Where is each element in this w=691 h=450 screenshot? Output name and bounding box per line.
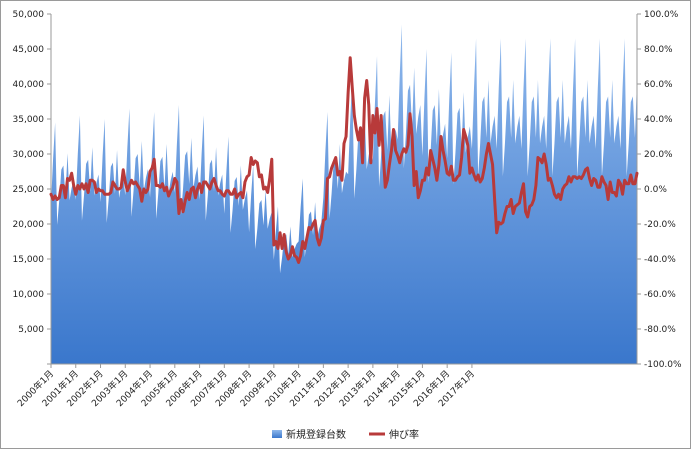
left-axis-tick-label: 45,000 xyxy=(13,45,45,55)
right-axis-tick-label: 100.0% xyxy=(644,10,679,20)
right-axis-tick-label: -80.0% xyxy=(644,325,676,335)
right-axis-tick-label: 80.0% xyxy=(644,45,673,55)
right-axis-tick-label: 20.0% xyxy=(644,150,673,160)
legend-label-growth-rate: 伸び率 xyxy=(389,428,419,441)
left-axis-tick-label: 30,000 xyxy=(13,150,45,160)
right-axis-tick-label: -20.0% xyxy=(644,220,676,230)
left-axis-tick-label: 20,000 xyxy=(13,220,45,230)
series-line-growth-rate xyxy=(49,56,639,264)
left-axis-tick-label: 25,000 xyxy=(13,185,45,195)
right-axis-tick-label: -40.0% xyxy=(644,255,676,265)
left-axis-tick-label: 10,000 xyxy=(13,290,45,300)
left-axis-tick-label: 35,000 xyxy=(13,115,45,125)
legend-label-new-registrations: 新規登録台数 xyxy=(286,428,346,441)
left-axis-tick-label: 40,000 xyxy=(13,80,45,90)
right-axis-tick-label: -60.0% xyxy=(644,290,676,300)
series-area-new-registrations xyxy=(51,24,637,364)
left-axis-tick-label: 15,000 xyxy=(13,255,45,265)
right-axis-tick-label: 60.0% xyxy=(644,80,673,90)
right-axis-tick-label: 40.0% xyxy=(644,115,673,125)
legend-swatch-new-registrations xyxy=(272,430,282,438)
right-axis-tick-label: -100.0% xyxy=(644,360,682,370)
right-axis-tick-label: 0.0% xyxy=(644,185,667,195)
left-axis-tick-label: 50,000 xyxy=(13,10,45,20)
left-axis-tick-label: 5,000 xyxy=(18,325,44,335)
